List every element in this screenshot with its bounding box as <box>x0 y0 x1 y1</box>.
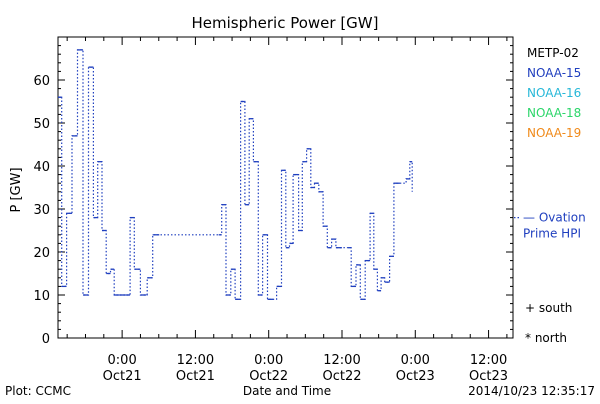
y-tick-label: 60 <box>33 74 50 89</box>
x-tick-label-time: 12:00 <box>177 353 214 368</box>
legend-entry: NOAA-15 <box>527 66 581 80</box>
x-tick-label-time: 12:00 <box>470 353 507 368</box>
x-tick-label-date: Oct23 <box>396 369 435 384</box>
series-line <box>58 49 413 300</box>
footer-right: 2014/10/23 12:35:17 <box>468 384 595 398</box>
legend-entry: METP-02 <box>527 46 579 60</box>
y-tick-label: 50 <box>33 117 50 132</box>
marker-legend-south: + south <box>525 301 572 315</box>
plot-axes: 01020304050600:00Oct2112:00Oct210:00Oct2… <box>33 36 514 384</box>
y-axis-label: P [GW] <box>9 167 24 212</box>
y-tick-label: 20 <box>33 246 50 261</box>
footer-left: Plot: CCMC <box>5 384 71 398</box>
ovation-label-line2: Prime HPI <box>523 227 581 241</box>
series-layer <box>58 49 413 300</box>
x-tick-label-time: 0:00 <box>254 353 283 368</box>
legend-entry: NOAA-18 <box>527 106 581 120</box>
x-tick-label-date: Oct21 <box>176 369 215 384</box>
x-tick-label-date: Oct22 <box>322 369 361 384</box>
y-tick-label: 30 <box>33 203 50 218</box>
x-axis-label: Date and Time <box>243 384 331 398</box>
x-tick-label-date: Oct21 <box>103 369 142 384</box>
x-tick-label-date: Oct23 <box>469 369 508 384</box>
x-tick-label-time: 0:00 <box>108 353 137 368</box>
legend-entry: NOAA-19 <box>527 126 581 140</box>
x-tick-label-time: 0:00 <box>401 353 430 368</box>
ovation-label-line1: — Ovation <box>523 211 586 225</box>
legend-entry: NOAA-16 <box>527 86 581 100</box>
marker-legend-north: * north <box>525 331 567 345</box>
y-tick-label: 10 <box>33 289 50 304</box>
legend: METP-02 NOAA-15 NOAA-16 NOAA-18 NOAA-19 — Ova… <box>514 46 586 345</box>
plot-frame <box>57 36 514 339</box>
chart-title: Hemispheric Power [GW] <box>192 14 379 32</box>
x-tick-label-date: Oct22 <box>249 369 288 384</box>
y-tick-label: 40 <box>33 160 50 175</box>
x-tick-label-time: 12:00 <box>323 353 360 368</box>
y-tick-label: 0 <box>42 332 50 347</box>
